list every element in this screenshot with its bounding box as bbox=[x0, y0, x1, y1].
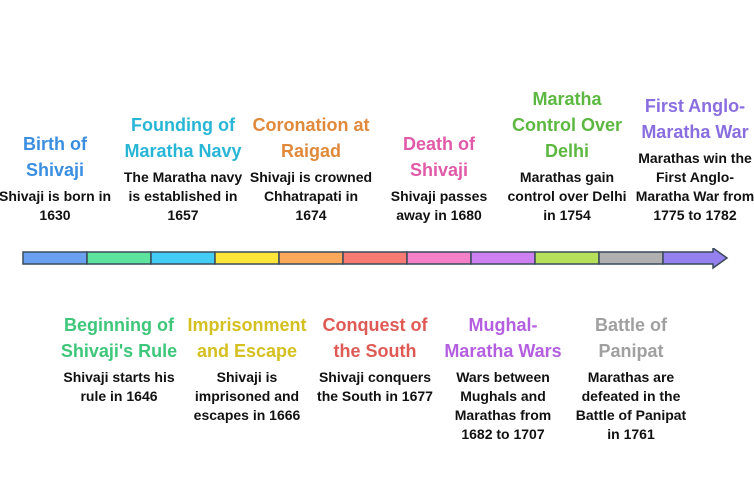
event-title: Birth of Shivaji bbox=[23, 134, 87, 180]
event-description: Marathas win the First Anglo-Maratha War… bbox=[635, 150, 754, 223]
event-description: Shivaji passes away in 1680 bbox=[390, 188, 488, 223]
event-title: Coronation at Raigad bbox=[252, 115, 370, 161]
timeline-event: First Anglo-Maratha War Marathas win the … bbox=[633, 93, 754, 225]
event-description: Wars between Mughals and Marathas from 1… bbox=[454, 369, 552, 442]
timeline-event: Death of Shivaji Shivaji passes away in 1… bbox=[377, 131, 501, 225]
timeline-segment bbox=[406, 251, 472, 265]
event-title: Conquest of the South bbox=[322, 315, 428, 361]
event-description: The Maratha navy is established in 1657 bbox=[123, 169, 243, 223]
timeline-event: Imprisonment and Escape Shivaji is impris… bbox=[185, 312, 309, 425]
timeline-event: Beginning of Shivaji's Rule Shivaji start… bbox=[57, 312, 181, 406]
event-title: First Anglo-Maratha War bbox=[641, 96, 749, 142]
event-title: Mughal-Maratha Wars bbox=[444, 315, 562, 361]
timeline-event: Mughal-Maratha Wars Wars between Mughals … bbox=[441, 312, 565, 444]
timeline-segment bbox=[150, 251, 216, 265]
event-description: Shivaji is crowned Chhatrapati in 1674 bbox=[249, 169, 373, 223]
timeline-segment bbox=[470, 251, 536, 265]
timeline-segment bbox=[598, 251, 664, 265]
timeline-event: Maratha Control Over Delhi Marathas gain … bbox=[505, 86, 629, 225]
event-title: Maratha Control Over Delhi bbox=[511, 89, 622, 161]
event-title: Founding of Maratha Navy bbox=[124, 115, 242, 161]
timeline-segment bbox=[278, 251, 344, 265]
event-title: Death of Shivaji bbox=[403, 134, 475, 180]
timeline-event: Founding of Maratha Navy The Maratha navy… bbox=[121, 112, 245, 225]
event-description: Marathas gain control over Delhi in 1754 bbox=[507, 169, 627, 223]
event-description: Shivaji starts his rule in 1646 bbox=[63, 369, 175, 404]
timeline-segment bbox=[662, 248, 729, 270]
event-description: Marathas are defeated in the Battle of P… bbox=[575, 369, 687, 442]
timeline-segment bbox=[214, 251, 280, 265]
timeline-segment bbox=[342, 251, 408, 265]
timeline-event: Birth of Shivaji Shivaji is born in 1630 bbox=[0, 131, 117, 225]
timeline-event: Coronation at Raigad Shivaji is crowned C… bbox=[249, 112, 373, 225]
timeline-arrow bbox=[22, 248, 729, 270]
timeline-segment bbox=[22, 251, 88, 265]
timeline-segment bbox=[86, 251, 152, 265]
event-title: Imprisonment and Escape bbox=[187, 315, 307, 361]
timeline-event: Conquest of the South Shivaji conquers th… bbox=[313, 312, 437, 406]
event-title: Beginning of Shivaji's Rule bbox=[60, 315, 178, 361]
event-description: Shivaji is born in 1630 bbox=[0, 188, 112, 223]
event-description: Shivaji is imprisoned and escapes in 166… bbox=[193, 369, 301, 423]
timeline-event: Battle of Panipat Marathas are defeated i… bbox=[569, 312, 693, 444]
event-description: Shivaji conquers the South in 1677 bbox=[317, 369, 433, 404]
event-title: Battle of Panipat bbox=[595, 315, 667, 361]
timeline-segment bbox=[534, 251, 600, 265]
